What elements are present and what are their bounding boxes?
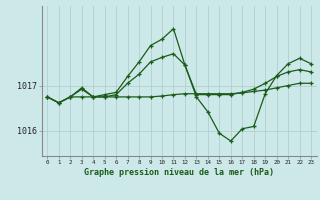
X-axis label: Graphe pression niveau de la mer (hPa): Graphe pression niveau de la mer (hPa) [84,168,274,177]
